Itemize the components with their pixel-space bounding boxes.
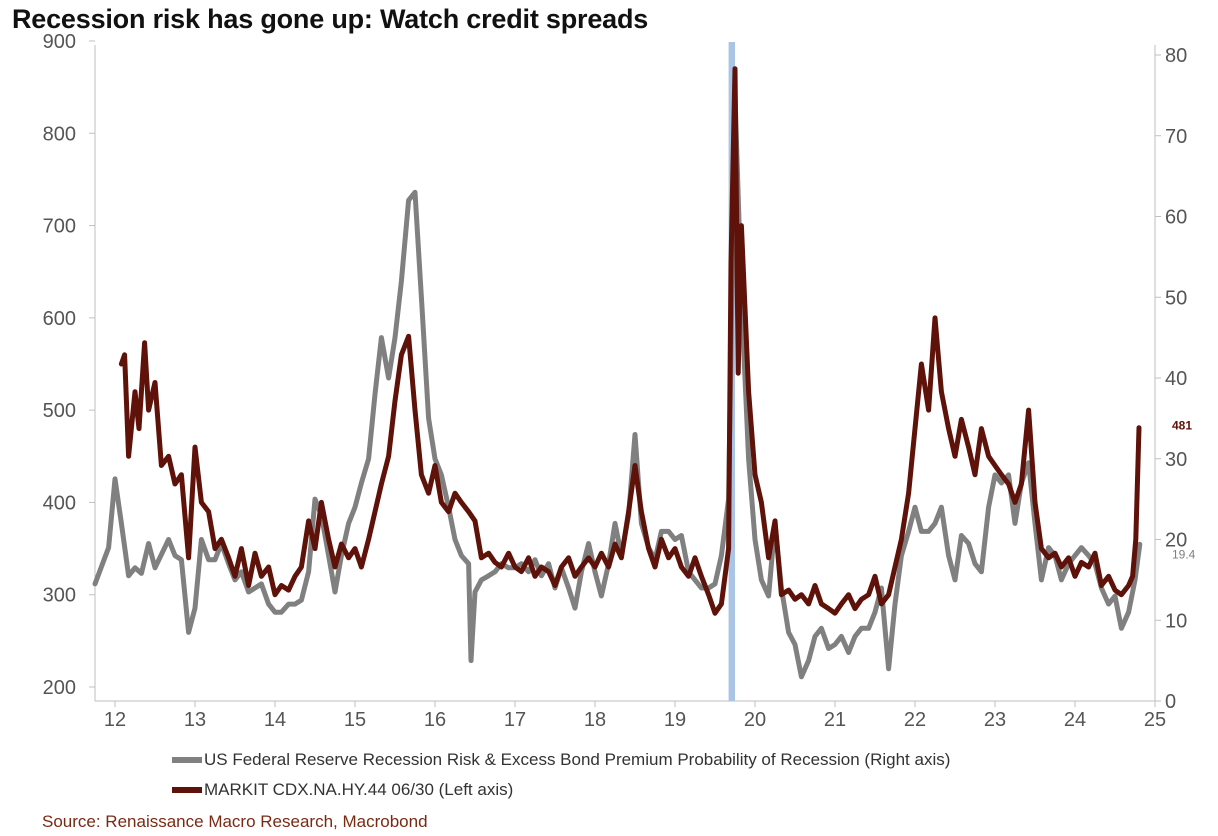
legend-label-recession-risk: US Federal Reserve Recession Risk & Exce… xyxy=(204,750,951,769)
x-tick-label: 17 xyxy=(504,709,526,731)
left-tick-label: 300 xyxy=(43,585,76,607)
right-tick-label: 80 xyxy=(1165,45,1187,67)
left-tick-label: 700 xyxy=(43,216,76,238)
x-tick-label: 18 xyxy=(584,709,606,731)
right-tick-label: 50 xyxy=(1165,287,1187,309)
x-tick-label: 23 xyxy=(984,709,1006,731)
left-tick-label: 800 xyxy=(43,123,76,145)
chart-title: Recession risk has gone up: Watch credit… xyxy=(12,4,649,34)
x-tick-label: 12 xyxy=(104,709,126,731)
end-label-recession-risk: 19.4 xyxy=(1172,547,1196,561)
x-tick-label: 13 xyxy=(184,709,206,731)
x-tick-label: 20 xyxy=(744,709,766,731)
x-tick-label: 25 xyxy=(1144,709,1166,731)
left-tick-label: 600 xyxy=(43,308,76,330)
tick-labels: 200 300 400 500 600 700 800 900 0 10 20 30 40 50 60 70 8… xyxy=(43,31,1196,731)
legend-item-recession-risk: US Federal Reserve Recession Risk & Exce… xyxy=(172,745,950,775)
x-tick-label: 16 xyxy=(424,709,446,731)
end-label-cdx: 481 xyxy=(1172,419,1192,433)
left-tick-label: 900 xyxy=(43,31,76,53)
right-tick-label: 0 xyxy=(1165,691,1176,713)
legend-swatch-red xyxy=(172,787,202,793)
right-tick-label: 10 xyxy=(1165,610,1187,632)
right-tick-label: 40 xyxy=(1165,368,1187,390)
chart-area: 200 300 400 500 600 700 800 900 0 10 20 30 40 50 60 70 8… xyxy=(43,31,1196,731)
left-tick-label: 500 xyxy=(43,400,76,422)
x-tick-label: 19 xyxy=(664,709,686,731)
chart-axes xyxy=(89,40,1161,707)
right-tick-label: 70 xyxy=(1165,126,1187,148)
series-line-recession-risk xyxy=(92,92,1143,680)
x-tick-label: 15 xyxy=(344,709,366,731)
series-line-cdx xyxy=(118,66,1142,616)
legend-label-cdx: MARKIT CDX.NA.HY.44 06/30 (Left axis) xyxy=(204,780,514,799)
x-tick-label: 22 xyxy=(904,709,926,731)
left-tick-label: 400 xyxy=(43,492,76,514)
x-tick-label: 24 xyxy=(1064,709,1086,731)
left-tick-label: 200 xyxy=(43,677,76,699)
right-tick-label: 30 xyxy=(1165,449,1187,471)
series-lines xyxy=(92,66,1143,680)
right-tick-label: 60 xyxy=(1165,207,1187,229)
legend: US Federal Reserve Recession Risk & Exce… xyxy=(172,745,950,805)
x-tick-label: 14 xyxy=(264,709,286,731)
x-tick-label: 21 xyxy=(824,709,846,731)
legend-swatch-gray xyxy=(172,757,202,763)
right-tick-label: 20 xyxy=(1165,530,1187,552)
source-note: Source: Renaissance Macro Research, Macr… xyxy=(42,812,428,831)
legend-item-cdx: MARKIT CDX.NA.HY.44 06/30 (Left axis) xyxy=(172,775,950,805)
